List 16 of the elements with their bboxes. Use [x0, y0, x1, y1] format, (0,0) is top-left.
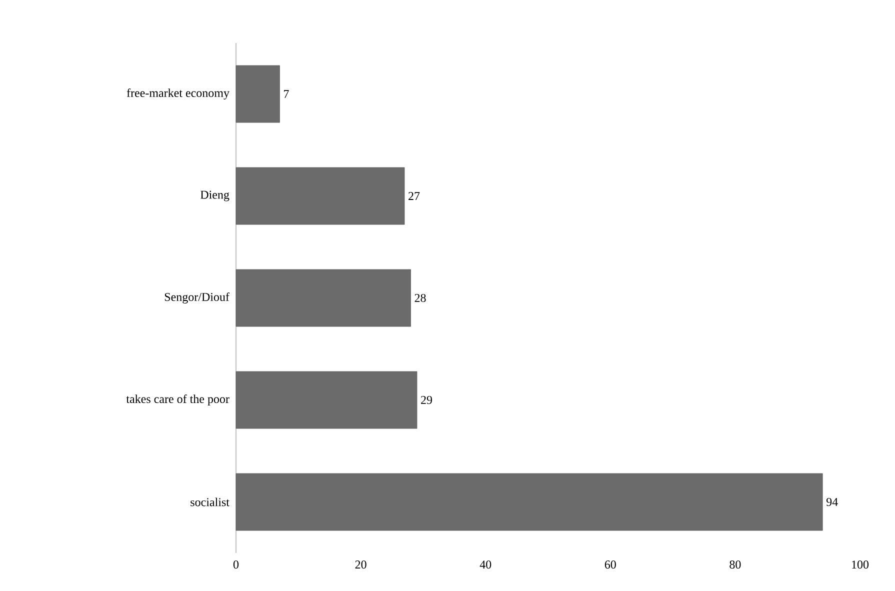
data-label: 29: [421, 396, 432, 404]
y-tick-label: Sengor/Diouf: [164, 292, 230, 304]
x-tick-label: 80: [730, 560, 741, 569]
x-tick-label: 40: [480, 560, 492, 569]
y-tick-label: takes care of the poor: [126, 394, 230, 406]
data-label: 94: [826, 498, 838, 506]
x-tick-label: 60: [604, 560, 616, 569]
y-tick-label: free-market economy: [126, 88, 230, 100]
data-label: 7: [284, 90, 289, 98]
y-tick-label: socialist: [190, 498, 230, 506]
x-tick-label: 0: [233, 560, 239, 569]
x-tick-label: 100: [852, 560, 869, 569]
y-tick-label: Dieng: [200, 190, 230, 202]
data-label: 27: [408, 192, 420, 200]
x-tick-label: 20: [355, 560, 366, 569]
data-label: 28: [414, 294, 426, 302]
